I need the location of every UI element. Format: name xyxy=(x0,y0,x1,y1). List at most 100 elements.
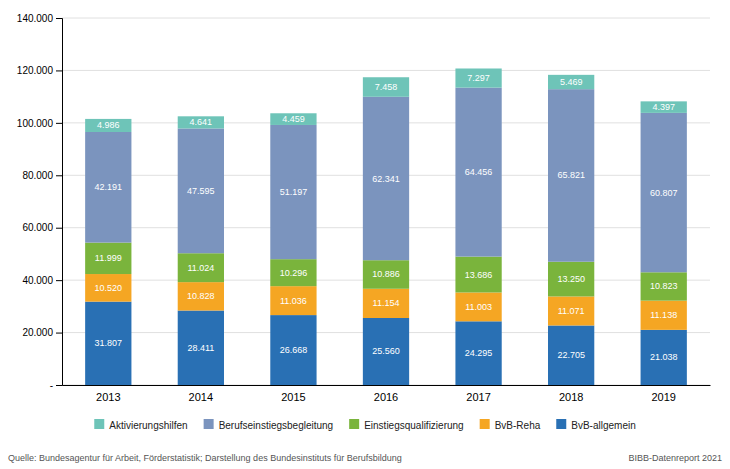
bar xyxy=(455,88,501,257)
bar xyxy=(363,260,409,289)
data-label: 7.458 xyxy=(375,82,398,92)
bar xyxy=(178,128,224,253)
tick: 2013 xyxy=(96,391,120,403)
tick: 2015 xyxy=(281,391,305,403)
data-label: 31.807 xyxy=(95,338,123,348)
tick: 40.000 xyxy=(22,275,62,286)
tick-mark xyxy=(56,385,62,386)
data-label: 13.686 xyxy=(465,270,493,280)
tick-mark xyxy=(56,70,62,71)
tick-label: 80.000 xyxy=(22,170,53,181)
tick-label: 2016 xyxy=(374,391,398,403)
bar xyxy=(641,272,687,300)
data-label: 42.191 xyxy=(95,182,123,192)
bar xyxy=(548,296,594,325)
tick: 2018 xyxy=(559,391,583,403)
bar xyxy=(548,325,594,385)
data-label: 28.411 xyxy=(187,343,214,353)
data-label: 11.071 xyxy=(558,306,585,316)
data-label: 60.807 xyxy=(650,188,678,198)
annotation: Quelle: Bundesagentur für Arbeit, Förder… xyxy=(8,453,402,463)
tick-mark xyxy=(56,175,62,176)
data-label: 26.668 xyxy=(280,345,308,355)
bar xyxy=(85,119,131,132)
bar xyxy=(548,262,594,297)
tick: 80.000 xyxy=(22,170,62,181)
data-label: 10.520 xyxy=(95,283,123,293)
data-label: 10.886 xyxy=(372,269,400,279)
bar xyxy=(270,315,316,385)
data-label: 13.250 xyxy=(557,274,585,284)
bar xyxy=(85,302,131,385)
tick-label: 120.000 xyxy=(17,65,54,76)
tick-label: 2018 xyxy=(559,391,583,403)
grid-line xyxy=(62,18,710,19)
bar xyxy=(85,132,131,243)
legend-label: BvB-Reha xyxy=(495,420,541,431)
tick: 2016 xyxy=(374,391,398,403)
bar xyxy=(363,97,409,260)
data-label: 4.397 xyxy=(652,102,675,112)
legend-swatch xyxy=(480,419,490,429)
legend: Aktivierungshilfen Berufseinstiegsbegleit… xyxy=(94,419,635,431)
tick-mark xyxy=(56,18,62,19)
legend-swatch xyxy=(94,419,104,429)
footer: Quelle: Bundesagentur für Arbeit, Förder… xyxy=(8,453,722,463)
bar xyxy=(178,311,224,385)
bar xyxy=(270,113,316,125)
legend-label: Berufseinstiegsbegleitung xyxy=(219,420,334,431)
legend-item: Berufseinstiegsbegleitung xyxy=(204,419,334,431)
y-axis: -20.00040.00060.00080.000100.000120.0001… xyxy=(17,13,63,391)
data-label: 64.456 xyxy=(465,167,493,177)
x-axis: 2013 2014 2015 2016 2017 2018 2019 xyxy=(63,386,711,403)
legend-item: Einstiegsqualifizierung xyxy=(349,419,464,431)
tick-label: 20.000 xyxy=(22,327,53,338)
legend-label: BvB-allgemein xyxy=(571,420,635,431)
annotation: BIBB-Datenreport 2021 xyxy=(628,453,722,463)
bar xyxy=(363,77,409,97)
data-label: 10.296 xyxy=(280,268,308,278)
data-label: 11.154 xyxy=(373,298,400,308)
data-label: 47.595 xyxy=(187,186,215,196)
bars xyxy=(85,68,687,385)
tick-mark xyxy=(56,228,62,229)
bar xyxy=(178,282,224,310)
data-label: 11.138 xyxy=(650,310,677,320)
bar xyxy=(85,243,131,274)
legend-swatch xyxy=(349,419,359,429)
data-label: 10.828 xyxy=(187,291,215,301)
bar xyxy=(641,301,687,330)
tick-label: 100.000 xyxy=(17,118,54,129)
tick-label: 2014 xyxy=(189,391,213,403)
tick-label: 2019 xyxy=(651,391,675,403)
data-label: 4.459 xyxy=(282,114,305,124)
data-label: 24.295 xyxy=(465,348,493,358)
data-label: 65.821 xyxy=(557,170,585,180)
axis-line xyxy=(56,19,63,386)
data-label: 11.024 xyxy=(187,263,214,273)
tick: 2017 xyxy=(466,391,490,403)
tick-mark xyxy=(56,333,62,334)
bar xyxy=(455,257,501,293)
tick-label: 40.000 xyxy=(22,275,53,286)
bar xyxy=(641,330,687,385)
series xyxy=(85,68,687,131)
legend-label: Aktivierungshilfen xyxy=(109,420,187,431)
axis-line xyxy=(63,385,711,386)
bar xyxy=(548,89,594,262)
data-label: 11.003 xyxy=(465,302,492,312)
bar xyxy=(455,292,501,321)
tick-label: 60.000 xyxy=(22,222,53,233)
plot-area: 31.80728.41126.66825.56024.29522.70521.0… xyxy=(17,13,711,403)
tick-label: 2017 xyxy=(466,391,490,403)
data-label: 25.560 xyxy=(372,346,400,356)
bar xyxy=(641,113,687,272)
data-label: 11.036 xyxy=(280,296,307,306)
data-label: 7.297 xyxy=(467,73,490,83)
legend-item: BvB-allgemein xyxy=(556,419,635,431)
tick: 120.000 xyxy=(17,65,62,76)
bar xyxy=(270,286,316,315)
bar xyxy=(455,321,501,385)
bar xyxy=(363,289,409,318)
legend-swatch xyxy=(204,419,214,429)
